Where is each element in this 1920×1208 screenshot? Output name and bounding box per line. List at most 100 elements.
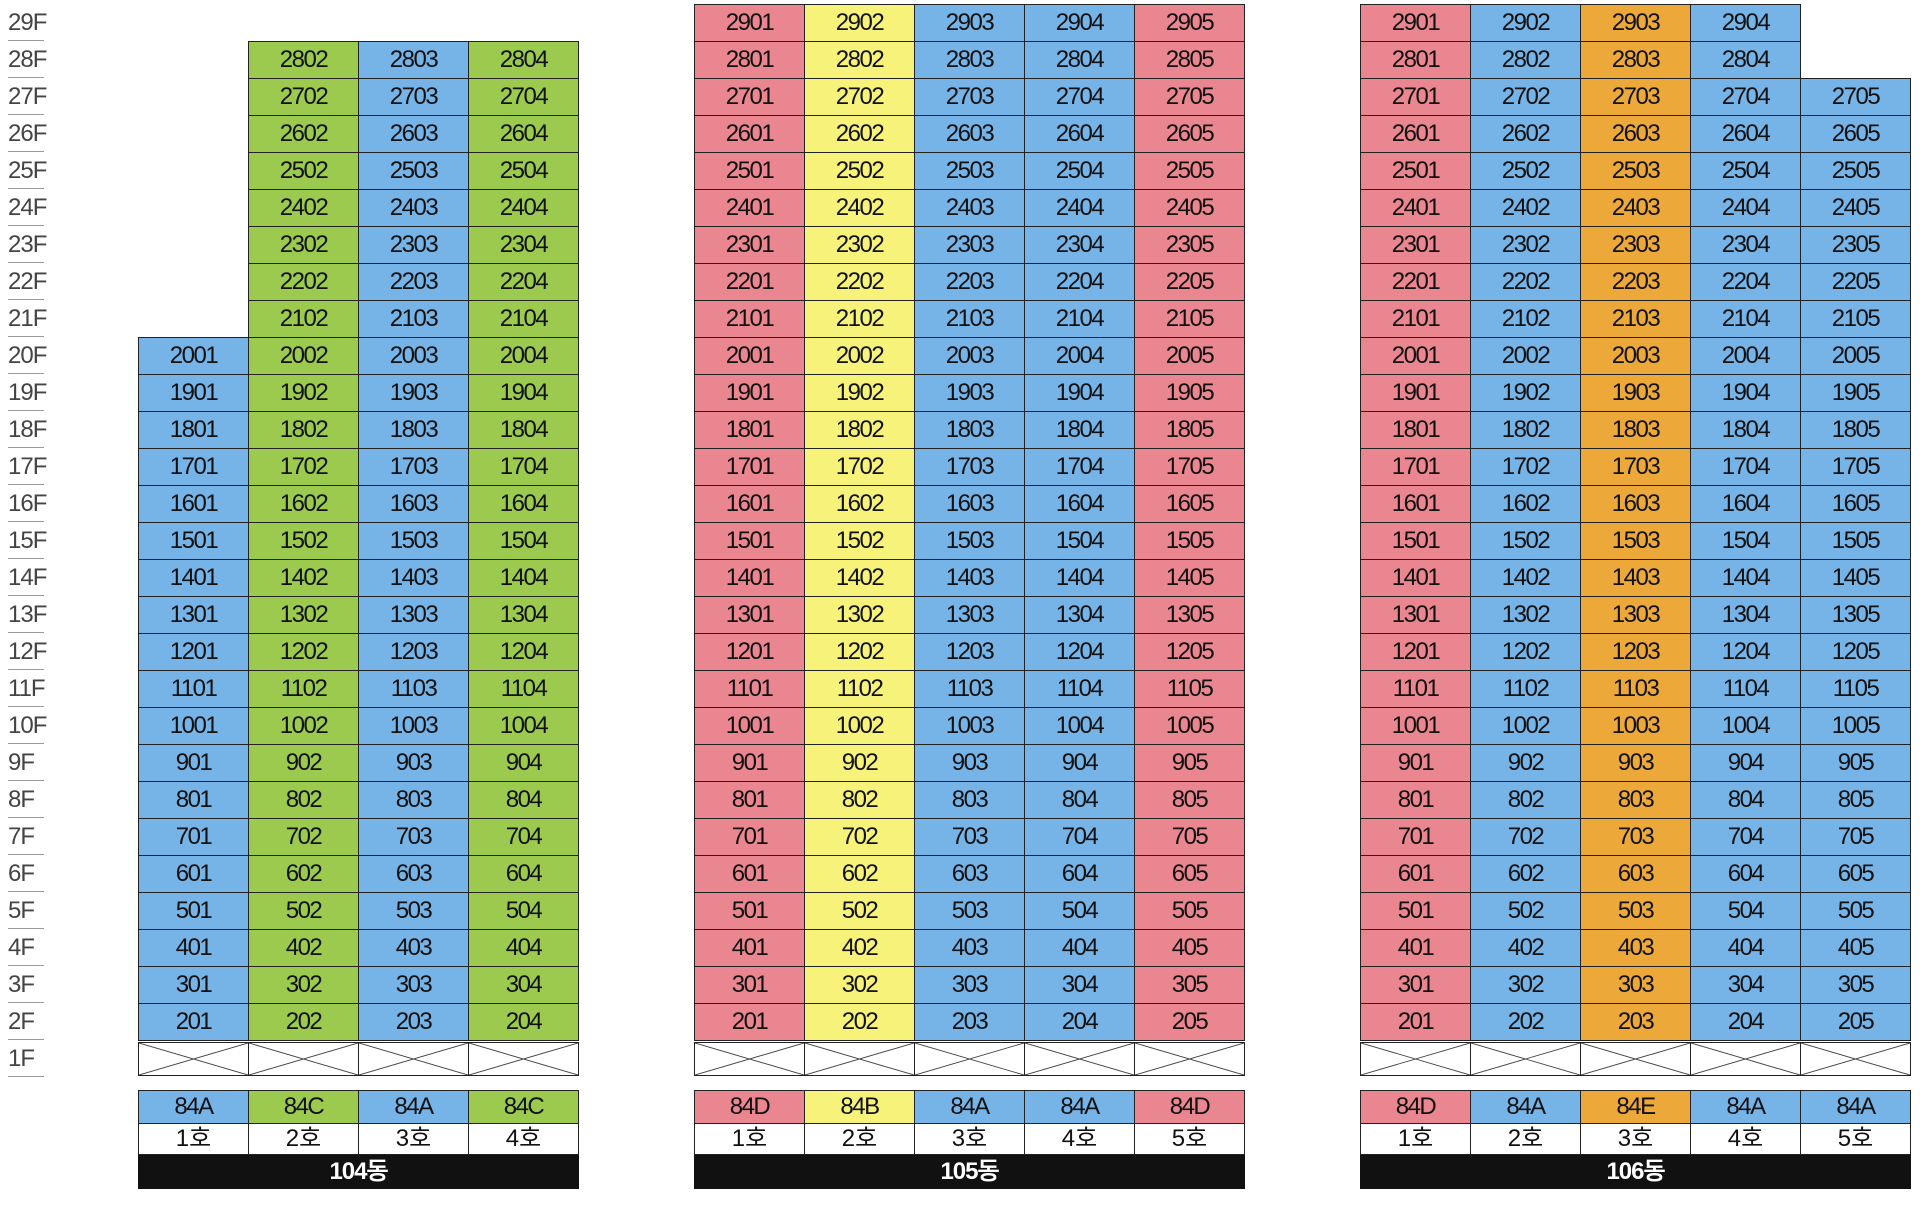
unit-type-cell: 84D: [1360, 1090, 1471, 1124]
unit-cell: 903: [358, 744, 469, 782]
unit-cell: 1403: [914, 559, 1025, 597]
unit-cell: 505: [1800, 892, 1911, 930]
unit-cell: 1502: [1470, 522, 1581, 560]
pilotis-cell: [1360, 1042, 1471, 1076]
floor-label: 13F: [8, 596, 47, 633]
unit-cell: 1101: [694, 670, 805, 708]
unit-cell: 902: [804, 744, 915, 782]
unit-cell: 2303: [1580, 226, 1691, 264]
unit-cell: 1104: [468, 670, 579, 708]
unit-cell: 1702: [248, 448, 359, 486]
unit-cell: 601: [138, 855, 249, 893]
unit-cell: 1102: [1470, 670, 1581, 708]
unit-type-cell: 84A: [914, 1090, 1025, 1124]
unit-cell: 505: [1134, 892, 1245, 930]
unit-cell: 702: [804, 818, 915, 856]
unit-line-label: 1호: [694, 1123, 805, 1155]
pilotis-cell: [1580, 1042, 1691, 1076]
floor-label: 29F: [8, 4, 47, 41]
unit-cell: 902: [1470, 744, 1581, 782]
unit-cell: 901: [138, 744, 249, 782]
unit-cell: 2204: [1024, 263, 1135, 301]
unit-cell: 2604: [1690, 115, 1801, 153]
unit-type-cell: 84A: [1024, 1090, 1135, 1124]
unit-cell: 1005: [1800, 707, 1911, 745]
unit-cell: 904: [1024, 744, 1135, 782]
unit-cell: 2403: [358, 189, 469, 227]
unit-cell: 2904: [1690, 4, 1801, 42]
unit-cell: 2703: [1580, 78, 1691, 116]
unit-cell: 1701: [1360, 448, 1471, 486]
unit-cell: 1704: [1024, 448, 1135, 486]
unit-cell: 201: [694, 1003, 805, 1041]
unit-cell: 801: [694, 781, 805, 819]
unit-cell: 2402: [248, 189, 359, 227]
unit-cell: 603: [358, 855, 469, 893]
unit-cell: 1203: [914, 633, 1025, 671]
unit-cell: 2605: [1800, 115, 1911, 153]
floor-label: 21F: [8, 300, 47, 337]
unit-cell: 2502: [1470, 152, 1581, 190]
unit-cell: 2202: [1470, 263, 1581, 301]
unit-cell: 2601: [694, 115, 805, 153]
unit-cell: 2205: [1800, 263, 1911, 301]
unit-cell: 1201: [694, 633, 805, 671]
unit-cell: 1905: [1134, 374, 1245, 412]
unit-cell: 204: [1024, 1003, 1135, 1041]
floor-label: 22F: [8, 263, 47, 300]
unit-cell: 1804: [1024, 411, 1135, 449]
unit-cell: 1803: [914, 411, 1025, 449]
unit-cell: 301: [138, 966, 249, 1004]
unit-cell: 1301: [1360, 596, 1471, 634]
unit-cell: 502: [248, 892, 359, 930]
unit-cell: 1804: [1690, 411, 1801, 449]
unit-cell: 1401: [694, 559, 805, 597]
unit-cell: 602: [248, 855, 359, 893]
unit-cell: 1202: [248, 633, 359, 671]
unit-cell: 901: [1360, 744, 1471, 782]
unit-cell: 1805: [1800, 411, 1911, 449]
floor-label: 12F: [8, 633, 47, 670]
unit-cell: 2505: [1134, 152, 1245, 190]
unit-line-label: 4호: [468, 1123, 579, 1155]
unit-cell: 1301: [694, 596, 805, 634]
unit-cell: 2102: [248, 300, 359, 338]
unit-cell: 2001: [1360, 337, 1471, 375]
unit-cell: 1101: [1360, 670, 1471, 708]
unit-cell: 2103: [358, 300, 469, 338]
unit-cell: 604: [1024, 855, 1135, 893]
unit-cell: 2604: [1024, 115, 1135, 153]
unit-cell: 1604: [1690, 485, 1801, 523]
unit-cell: 601: [1360, 855, 1471, 893]
unit-cell: 1902: [1470, 374, 1581, 412]
unit-cell: 2004: [1024, 337, 1135, 375]
unit-cell: 2004: [468, 337, 579, 375]
unit-cell: 2005: [1134, 337, 1245, 375]
unit-cell: 703: [358, 818, 469, 856]
unit-cell: 2603: [1580, 115, 1691, 153]
unit-cell: 504: [1024, 892, 1135, 930]
unit-type-cell: 84A: [138, 1090, 249, 1124]
unit-cell: 2401: [1360, 189, 1471, 227]
unit-type-cell: 84A: [1470, 1090, 1581, 1124]
unit-cell: 602: [1470, 855, 1581, 893]
unit-cell: 502: [1470, 892, 1581, 930]
unit-cell: 1405: [1800, 559, 1911, 597]
floor-label: 27F: [8, 78, 47, 115]
unit-cell: 2003: [1580, 337, 1691, 375]
unit-cell: 1105: [1134, 670, 1245, 708]
unit-cell: 1004: [1024, 707, 1135, 745]
unit-cell: 2002: [1470, 337, 1581, 375]
unit-cell: 2105: [1800, 300, 1911, 338]
unit-cell: 705: [1800, 818, 1911, 856]
unit-type-cell: 84D: [1134, 1090, 1245, 1124]
unit-cell: 1005: [1134, 707, 1245, 745]
unit-cell: 2904: [1024, 4, 1135, 42]
unit-type-cell: 84B: [804, 1090, 915, 1124]
unit-cell: 2003: [358, 337, 469, 375]
unit-cell: 1605: [1134, 485, 1245, 523]
unit-cell: 2602: [804, 115, 915, 153]
unit-cell: 1403: [358, 559, 469, 597]
unit-cell: 2304: [1690, 226, 1801, 264]
floor-label: 18F: [8, 411, 47, 448]
